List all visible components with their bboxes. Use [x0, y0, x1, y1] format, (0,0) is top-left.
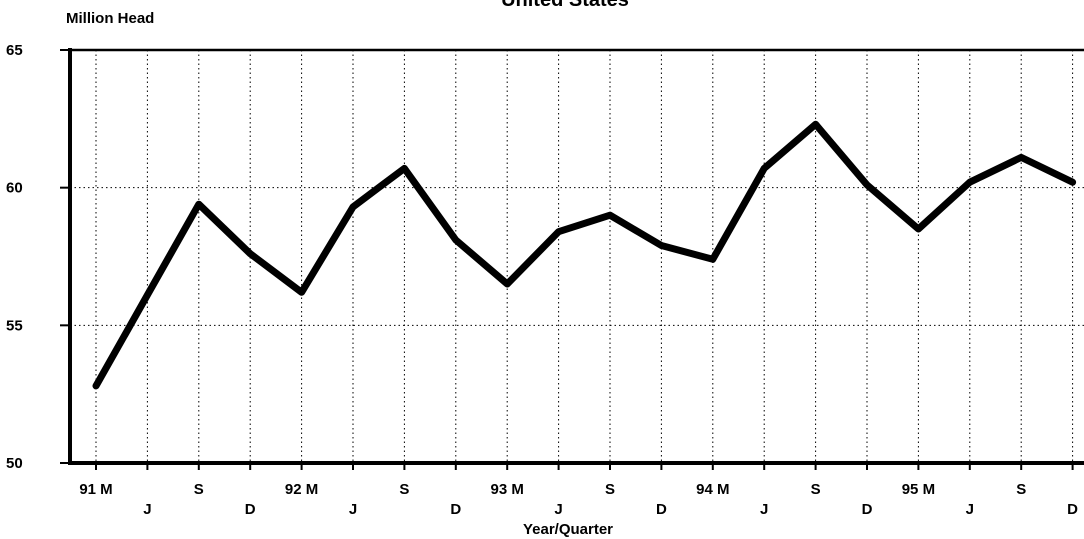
data-point	[1020, 156, 1022, 158]
y-tick-labels: 50 55 60 65	[6, 42, 23, 472]
x-tick-label: D	[656, 501, 667, 518]
y-tick-label: 65	[6, 42, 23, 59]
data-point	[455, 239, 457, 241]
data-point	[146, 294, 148, 296]
data-point	[866, 184, 868, 186]
data-point	[1072, 181, 1074, 183]
x-tick-label: J	[143, 501, 151, 518]
x-tick-label: 95 M	[902, 481, 935, 498]
data-point	[506, 283, 508, 285]
x-tick-label: J	[554, 501, 562, 518]
x-tick-label: D	[862, 501, 873, 518]
data-point	[609, 214, 611, 216]
axes	[60, 48, 1084, 470]
data-point	[198, 203, 200, 205]
data-point	[249, 253, 251, 255]
series-line	[92, 120, 1077, 390]
x-tick-label: 93 M	[491, 481, 524, 498]
x-axis-title: Year/Quarter	[523, 521, 613, 538]
data-point	[969, 181, 971, 183]
x-tick-labels: 91 M J S D 92 M J S D 93 M J S D 94 M J S D 95 M J S D	[79, 481, 1078, 518]
x-tick-label: D	[1067, 501, 1078, 518]
y-axis-title: Million Head	[66, 10, 154, 27]
x-tick-label: S	[605, 481, 615, 498]
x-tick-label: D	[450, 501, 461, 518]
x-tick-label: J	[349, 501, 357, 518]
series-layer	[92, 120, 1077, 390]
data-point	[763, 167, 765, 169]
data-point	[95, 385, 97, 387]
x-tick-label: 91 M	[79, 481, 112, 498]
data-point	[660, 244, 662, 246]
y-tick-label: 50	[6, 455, 23, 472]
data-point	[403, 167, 405, 169]
data-point	[301, 291, 303, 293]
x-tick-label: S	[194, 481, 204, 498]
data-point	[815, 123, 817, 125]
y-tick-label: 60	[6, 180, 23, 197]
data-point	[352, 206, 354, 208]
data-point	[712, 258, 714, 260]
x-tick-label: J	[760, 501, 768, 518]
y-tick-label: 55	[6, 317, 23, 334]
x-tick-label: 92 M	[285, 481, 318, 498]
x-tick-label: S	[399, 481, 409, 498]
data-point	[558, 231, 560, 233]
x-tick-label: S	[811, 481, 821, 498]
x-tick-label: 94 M	[696, 481, 729, 498]
grid-lines	[70, 49, 1084, 463]
x-tick-label: D	[245, 501, 256, 518]
chart-title: United States	[501, 0, 629, 11]
x-tick-label: J	[966, 501, 974, 518]
data-point	[917, 228, 919, 230]
x-tick-label: S	[1016, 481, 1026, 498]
